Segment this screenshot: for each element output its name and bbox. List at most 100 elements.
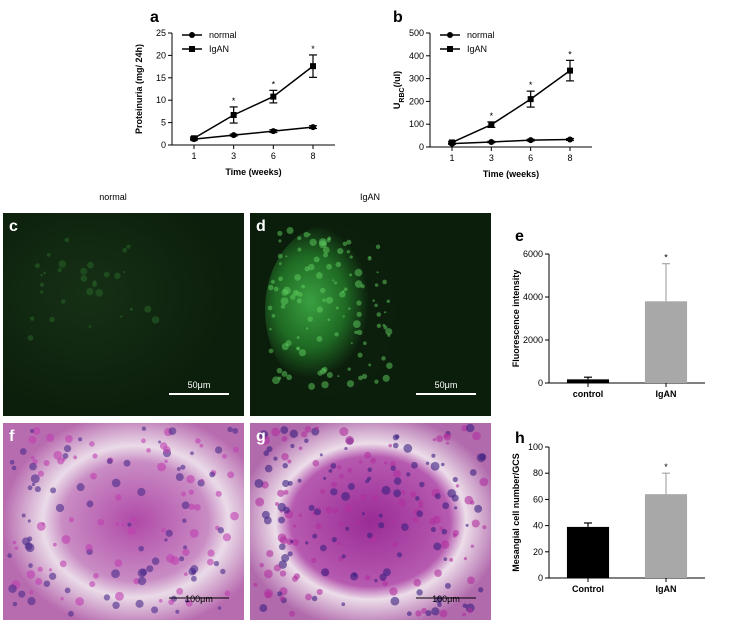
texture — [267, 305, 273, 311]
texture — [328, 468, 333, 473]
texture — [401, 523, 409, 531]
texture — [375, 244, 381, 249]
texture — [119, 315, 123, 318]
texture — [308, 233, 311, 236]
texture — [276, 367, 283, 374]
texture — [37, 470, 45, 477]
texture — [294, 273, 302, 281]
texture — [419, 481, 425, 488]
texture — [482, 525, 487, 530]
texture — [129, 307, 134, 311]
texture — [297, 478, 302, 483]
texture — [280, 426, 289, 434]
texture — [48, 568, 53, 572]
texture — [295, 291, 298, 294]
texture — [114, 559, 123, 567]
texture — [316, 588, 323, 595]
texture — [467, 576, 475, 585]
texture — [289, 429, 298, 438]
texture — [441, 528, 448, 535]
significance-mark: * — [272, 79, 276, 89]
texture — [339, 291, 346, 298]
texture — [291, 575, 298, 582]
texture — [439, 526, 444, 531]
texture — [278, 543, 286, 551]
texture — [286, 226, 294, 235]
texture — [64, 237, 70, 243]
texture — [263, 569, 273, 579]
texture — [366, 532, 373, 539]
texture — [271, 427, 281, 437]
texture — [327, 318, 331, 322]
marker — [527, 137, 534, 144]
texture — [283, 286, 291, 295]
texture — [37, 566, 43, 572]
texture — [139, 568, 148, 576]
y-tick-label: 5 — [161, 118, 166, 128]
texture — [364, 574, 371, 581]
texture — [352, 572, 357, 577]
texture — [9, 430, 14, 435]
texture — [320, 568, 330, 577]
texture — [281, 370, 288, 377]
texture — [264, 464, 273, 473]
texture — [347, 467, 353, 473]
texture — [382, 374, 390, 382]
texture — [326, 238, 331, 243]
texture — [296, 336, 300, 339]
texture — [338, 473, 345, 479]
texture — [277, 253, 283, 259]
texture — [312, 533, 318, 539]
texture — [323, 476, 327, 480]
column-title: normal — [99, 192, 127, 202]
texture — [342, 315, 345, 318]
significance-mark: * — [568, 49, 572, 59]
significance-mark: * — [529, 80, 533, 90]
texture — [356, 311, 362, 317]
texture — [395, 434, 400, 439]
texture — [470, 500, 475, 505]
texture — [188, 489, 194, 495]
y-tick-label: 20 — [533, 547, 543, 557]
texture — [297, 291, 303, 297]
texture — [411, 461, 418, 469]
texture — [463, 557, 468, 561]
texture — [352, 320, 361, 329]
texture — [176, 467, 181, 471]
texture — [439, 609, 448, 618]
texture — [194, 503, 201, 511]
texture — [115, 522, 119, 526]
texture — [86, 500, 94, 508]
texture — [278, 262, 282, 266]
texture — [146, 565, 154, 573]
x-tick-label: 6 — [528, 153, 533, 163]
texture — [308, 382, 316, 390]
texture — [29, 462, 37, 471]
texture — [334, 332, 339, 337]
texture — [330, 462, 337, 469]
texture — [277, 591, 283, 597]
texture — [151, 557, 160, 566]
bar — [566, 379, 610, 383]
texture — [24, 542, 33, 551]
texture — [387, 333, 391, 337]
texture — [11, 465, 17, 471]
texture — [137, 576, 147, 586]
texture — [186, 474, 195, 484]
texture — [290, 540, 294, 544]
texture — [36, 521, 46, 531]
texture — [478, 587, 484, 593]
texture — [330, 488, 338, 496]
texture — [385, 328, 393, 336]
texture — [382, 323, 386, 327]
texture — [181, 491, 187, 497]
texture — [413, 578, 422, 587]
texture — [357, 352, 363, 358]
texture — [320, 488, 326, 494]
texture — [279, 570, 287, 577]
texture — [382, 580, 389, 587]
texture — [308, 504, 315, 511]
micrographs — [3, 213, 491, 620]
texture — [195, 438, 201, 444]
